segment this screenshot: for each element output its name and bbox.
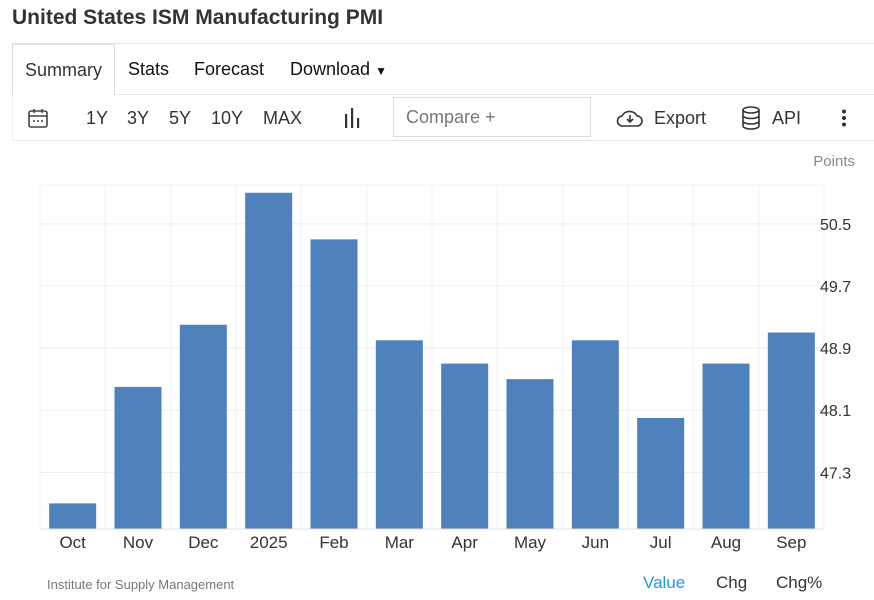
y-tick-label: 49.7 (820, 279, 851, 296)
more-options-icon[interactable] (841, 109, 847, 127)
bar-sep (767, 332, 815, 529)
bar-feb (310, 239, 358, 529)
bar-jun (571, 340, 619, 529)
x-tick-label: Aug (711, 533, 741, 552)
tab-forecast[interactable]: Forecast (194, 59, 265, 79)
bar-oct (49, 503, 97, 529)
range-10y[interactable]: 10Y (211, 108, 244, 128)
x-tick-label: Dec (188, 533, 219, 552)
toggle-chg[interactable]: Chg (716, 573, 748, 592)
calendar-icon[interactable] (27, 107, 49, 129)
page-title: United States ISM Manufacturing PMI (12, 6, 384, 29)
x-tick-label: Nov (123, 533, 154, 552)
bar-mar (375, 340, 423, 529)
x-tick-label: Sep (776, 533, 806, 552)
x-tick-label: Apr (451, 533, 478, 552)
database-icon[interactable] (741, 106, 761, 130)
tab-bar: Summary Stats Forecast Download ▼ (12, 43, 874, 96)
y-tick-label: 48.9 (820, 341, 851, 358)
bar-may (506, 379, 554, 529)
x-tick-label: Mar (385, 533, 415, 552)
units-label: Points (813, 153, 855, 170)
x-tick-label: Jun (582, 533, 609, 552)
toggle-value[interactable]: Value (643, 573, 686, 592)
cloud-download-icon[interactable] (616, 107, 644, 129)
bar-aug (702, 363, 750, 529)
range-max[interactable]: MAX (263, 108, 303, 128)
chart-toolbar: 1Y 3Y 5Y 10Y MAX Compare + Export API (12, 95, 874, 141)
tab-stats[interactable]: Stats (128, 59, 170, 79)
range-1y[interactable]: 1Y (86, 108, 109, 128)
download-label: Download (290, 59, 371, 79)
range-3y[interactable]: 3Y (127, 108, 150, 128)
x-tick-label: Feb (319, 533, 348, 552)
x-tick-label: Jul (650, 533, 672, 552)
bar-2025 (245, 192, 293, 529)
caret-down-icon: ▼ (375, 64, 387, 78)
api-button[interactable]: API (772, 108, 802, 128)
bar-jul (637, 417, 685, 529)
compare-input[interactable]: Compare + (393, 97, 591, 137)
y-tick-label: 47.3 (820, 465, 851, 482)
y-tick-label: 50.5 (820, 217, 851, 234)
range-5y[interactable]: 5Y (169, 108, 192, 128)
bar-chart: 47.3 48.1 48.9 49.7 50.5 Oct Nov Dec 2025 Feb Mar A… (39, 184, 851, 552)
bar-chart-icon[interactable] (343, 108, 361, 128)
x-tick-label: 2025 (250, 533, 288, 552)
tab-download[interactable]: Download ▼ (290, 44, 387, 95)
source-label: Institute for Supply Management (47, 577, 235, 592)
x-tick-label: Oct (59, 533, 86, 552)
x-tick-label: May (514, 533, 547, 552)
y-tick-label: 48.1 (820, 403, 851, 420)
toggle-chg-pct[interactable]: Chg% (776, 573, 823, 592)
bar-dec (179, 324, 227, 529)
bar-apr (441, 363, 489, 529)
export-button[interactable]: Export (654, 108, 707, 128)
tab-summary[interactable]: Summary (12, 44, 116, 96)
bar-nov (114, 386, 162, 529)
